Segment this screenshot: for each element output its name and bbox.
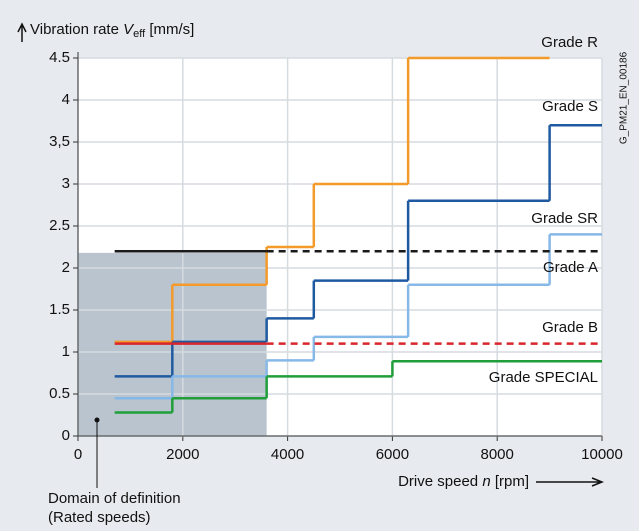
series-label: Grade A xyxy=(543,259,598,276)
x-tick-label: 10000 xyxy=(581,446,623,463)
annotation: (Rated speeds) xyxy=(48,509,151,526)
series-label: Grade R xyxy=(541,34,598,51)
x-axis-arrow xyxy=(536,477,605,487)
x-tick-label: 6000 xyxy=(376,446,409,463)
x-tick-label: 0 xyxy=(74,446,82,463)
y-tick-label: 3 xyxy=(62,175,70,192)
annotation-dot xyxy=(94,417,100,423)
y-tick-label: 2 xyxy=(62,259,70,276)
x-label-text: Drive speed xyxy=(398,473,482,490)
y-tick-label: 4 xyxy=(62,91,70,108)
series-label: Grade SR xyxy=(531,210,598,227)
y-tick-label: 1.5 xyxy=(49,301,70,318)
series-label: Grade B xyxy=(542,319,598,336)
y-tick-label: 4.5 xyxy=(49,49,70,66)
x-tick-label: 8000 xyxy=(481,446,514,463)
x-tick-label: 4000 xyxy=(271,446,304,463)
annotation: G_PM21_EN_00186 xyxy=(619,51,630,144)
y-tick-label: 0.5 xyxy=(49,385,70,402)
series-label: Grade SPECIAL xyxy=(489,369,598,386)
y-label-sub: eff xyxy=(133,28,146,40)
annotation: Domain of definition xyxy=(48,490,181,507)
y-label-var: V xyxy=(123,21,135,38)
y-tick-label: 2.5 xyxy=(49,217,70,234)
x-tick-label: 2000 xyxy=(166,446,199,463)
x-label-unit: [rpm] xyxy=(491,473,529,490)
y-tick-label: 1 xyxy=(62,343,70,360)
y-label-unit: [mm/s] xyxy=(145,21,194,38)
y-axis-arrow xyxy=(17,22,27,42)
series-label: Grade S xyxy=(542,98,598,115)
y-axis-label: Vibration rate Veff [mm/s] xyxy=(30,21,194,40)
y-tick-label: 0 xyxy=(62,427,70,444)
y-label-text: Vibration rate xyxy=(30,21,123,38)
y-tick-label: 3,5 xyxy=(49,133,70,150)
x-label-var: n xyxy=(482,473,490,490)
x-axis-label: Drive speed n [rpm] xyxy=(398,473,529,490)
